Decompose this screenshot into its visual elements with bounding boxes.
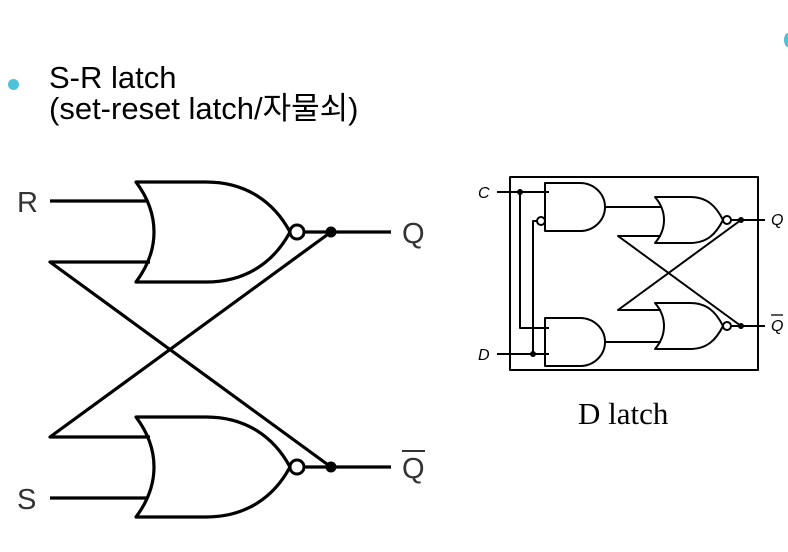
title-line-1: S-R latch <box>49 60 177 95</box>
d-wire-c-down <box>519 192 549 329</box>
bullet-dot-icon <box>8 79 19 90</box>
d-and-top-bubble <box>536 216 546 226</box>
d-and-gate-bottom <box>544 317 606 367</box>
d-nor-bottom-bubble <box>722 321 732 331</box>
sr-nor-bubble-bottom <box>288 458 306 476</box>
d-junction-d <box>530 351 536 357</box>
d-junction-q <box>738 217 744 223</box>
bullet-item: S-R latch (set-reset latch/자물쇠) <box>8 62 359 124</box>
sr-nor-bubble-top <box>288 223 306 241</box>
sr-nor-gate-bottom <box>134 415 292 519</box>
d-label-d: D <box>478 347 490 364</box>
sr-label-q: Q <box>402 218 425 250</box>
d-nor-gate-bottom <box>654 302 724 350</box>
sr-junction-qbar <box>325 461 337 473</box>
d-nor-gate-top <box>654 196 724 244</box>
sr-feedback-qbar-to-upper <box>48 260 332 469</box>
sr-label-s: S <box>17 484 36 516</box>
d-nor-top-bubble <box>722 215 732 225</box>
d-latch-caption: D latch <box>578 396 669 431</box>
sr-nor-gate-top <box>134 180 292 284</box>
title-line-2: (set-reset latch/자물쇠) <box>49 91 359 126</box>
d-latch-box <box>509 176 759 371</box>
d-label-q: Q <box>771 212 783 229</box>
corner-marker <box>784 33 788 47</box>
d-junction-qbar <box>738 323 744 329</box>
sr-junction-q <box>325 226 337 238</box>
sr-feedback-q-to-lower <box>48 230 332 439</box>
d-feedback-q <box>617 219 742 311</box>
d-and-gate-top <box>544 182 606 232</box>
sr-label-r: R <box>17 187 38 219</box>
d-latch-diagram <box>497 176 765 371</box>
d-feedback-qbar <box>617 235 742 327</box>
d-junction-c <box>517 189 523 195</box>
slide-title: S-R latch (set-reset latch/자물쇠) <box>49 62 359 124</box>
d-label-qbar: Q <box>771 318 783 335</box>
d-label-c: C <box>478 185 490 202</box>
d-wire-d-up <box>532 220 537 354</box>
sr-latch-diagram <box>48 180 391 519</box>
sr-label-qbar: Q <box>402 453 425 485</box>
